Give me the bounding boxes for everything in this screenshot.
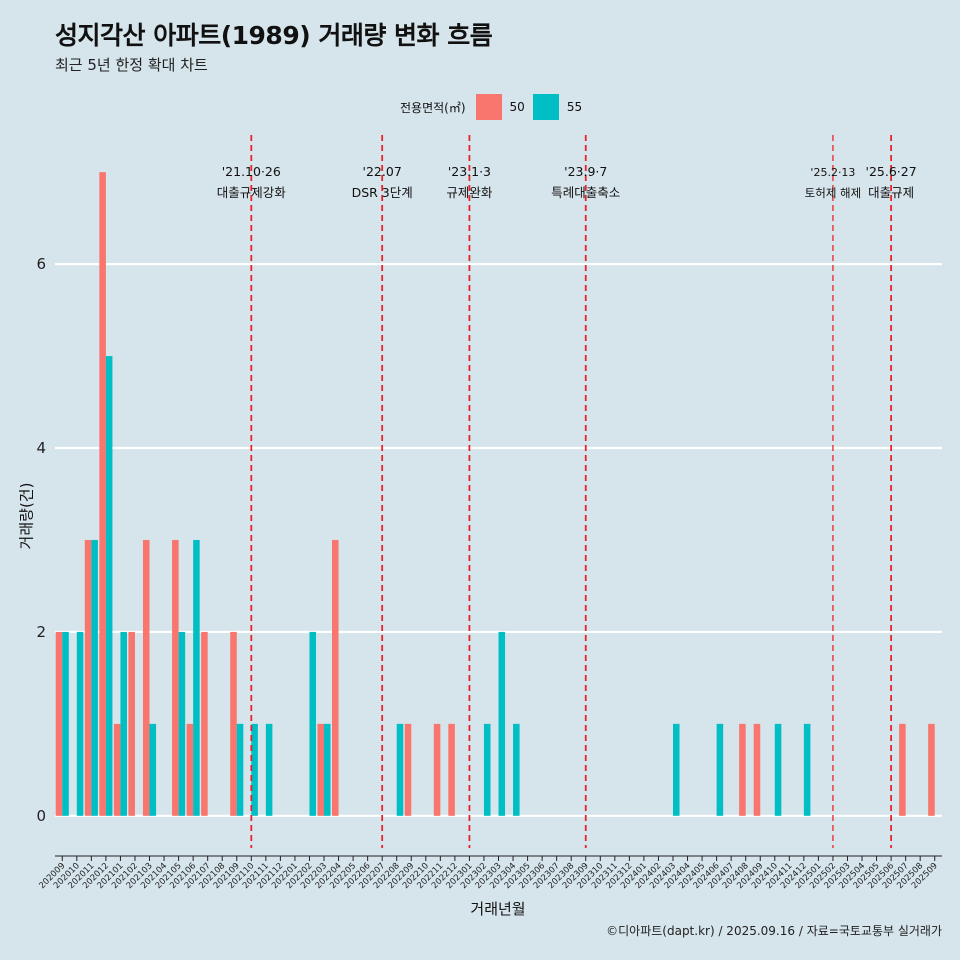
bar-55-202011 — [91, 539, 98, 816]
bar-55-202203 — [324, 723, 331, 816]
event-label-202309: 특례대출축소 — [551, 185, 620, 200]
bar-55-202105 — [178, 631, 186, 816]
legend-title: 전용면적(㎡) — [400, 100, 466, 115]
bar-50-202211 — [433, 723, 441, 816]
source-caption: ©디아파트(dapt.kr) / 2025.09.16 / 자료=국토교통부 실… — [606, 924, 942, 938]
event-date-202502: '25.2·13 — [810, 166, 855, 179]
chart-subtitle: 최근 5년 한정 확대 차트 — [55, 56, 208, 74]
bar-55-202412 — [803, 723, 811, 816]
legend: 전용면적(㎡) 50 55 — [400, 93, 590, 121]
y-tick-label: 2 — [36, 623, 46, 641]
bar-50-202109 — [230, 631, 237, 816]
bar-50-202408 — [739, 723, 746, 816]
bar-55-202403 — [672, 723, 680, 816]
legend-item-55: 55 — [532, 94, 583, 120]
event-date-202110: '21.10·26 — [222, 164, 281, 179]
bar-50-202212 — [448, 723, 455, 816]
bar-55-202303 — [498, 631, 506, 816]
bar-50-202507 — [899, 723, 906, 816]
bar-50-202106 — [186, 723, 194, 816]
bar-55-202010 — [76, 631, 84, 816]
bar-50-202204 — [332, 539, 339, 816]
bar-50-202509 — [928, 723, 935, 816]
bar-55-202406 — [716, 723, 724, 816]
y-tick-label: 6 — [36, 255, 46, 273]
bar-50-202012 — [99, 172, 106, 816]
bar-55-202106 — [193, 539, 200, 816]
bar-55-202304 — [513, 723, 520, 816]
legend-swatch-55 — [532, 94, 559, 120]
bar-50-202011 — [84, 539, 92, 816]
y-tick-label: 4 — [36, 439, 46, 457]
event-date-202207: '22.07 — [363, 164, 402, 179]
bar-55-202111 — [265, 723, 273, 816]
event-label-202301: 규제완화 — [446, 185, 493, 200]
bar-50-202102 — [128, 631, 135, 816]
bar-55-202208 — [396, 723, 404, 816]
bar-50-202203 — [317, 723, 325, 816]
event-label-202110: 대출규제강화 — [217, 185, 287, 200]
event-date-202309: '23.9·7 — [564, 164, 607, 179]
bar-50-202103 — [142, 539, 150, 816]
legend-swatch-50 — [475, 94, 502, 120]
bar-50-202107 — [201, 631, 208, 816]
legend-label-50: 50 — [509, 100, 525, 114]
event-label-202502: 토허제 해제 — [805, 186, 862, 200]
bar-50-202209 — [404, 723, 412, 816]
bar-55-202110 — [251, 723, 258, 816]
bar-50-202101 — [113, 723, 121, 816]
legend-item-50: 50 — [475, 94, 525, 120]
bar-50-202409 — [753, 723, 761, 816]
bar-55-202012 — [105, 356, 113, 816]
event-date-202301: '23.1·3 — [448, 164, 491, 179]
bar-55-202009 — [62, 631, 69, 816]
event-date-202506: '25.6·27 — [866, 164, 917, 179]
bar-55-202202 — [309, 631, 317, 816]
event-label-202207: DSR 3단계 — [352, 185, 413, 200]
bar-50-202105 — [172, 539, 179, 816]
bar-50-202009 — [55, 631, 63, 816]
event-label-202506: 대출규제 — [868, 185, 914, 200]
y-tick-label: 0 — [36, 807, 46, 825]
bar-55-202103 — [149, 723, 157, 816]
bar-55-202410 — [774, 723, 782, 816]
x-axis-label: 거래년월 — [470, 900, 526, 918]
legend-label-55: 55 — [566, 100, 583, 114]
y-axis-label: 거래량(건) — [17, 482, 36, 550]
chart-title: 성지각산 아파트(1989) 거래량 변화 흐름 — [55, 21, 493, 50]
bar-55-202109 — [236, 723, 244, 816]
bar-55-202302 — [483, 723, 491, 816]
bar-55-202101 — [120, 631, 127, 816]
